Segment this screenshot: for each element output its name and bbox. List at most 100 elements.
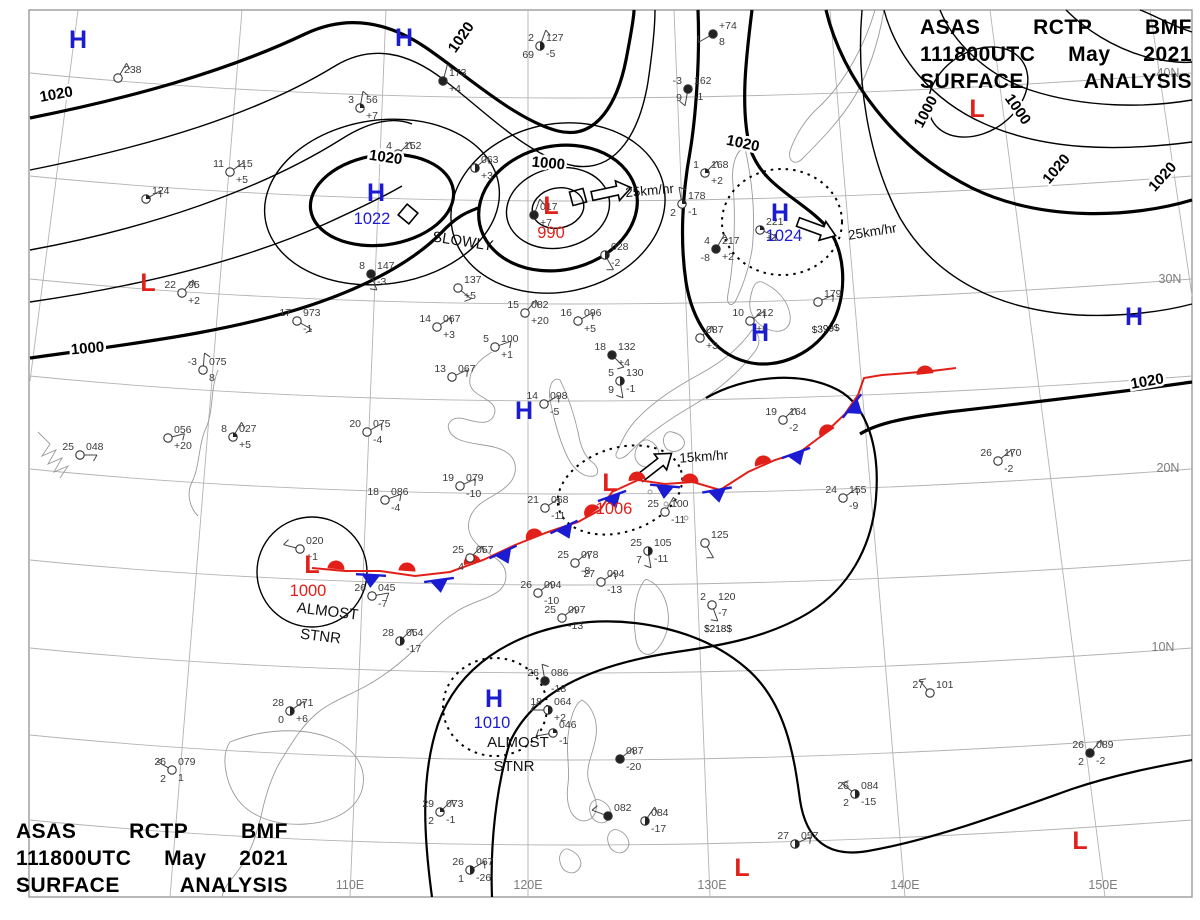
title-word: ASAS xyxy=(16,820,77,843)
wind-barb-tick-icon xyxy=(678,186,686,191)
station-value-bl: 2 xyxy=(670,207,676,219)
cloud-cover-icon xyxy=(453,283,463,293)
station-value-tl: 4 xyxy=(386,140,392,152)
wind-barb-icon xyxy=(388,493,402,500)
station-value-bl: 69 xyxy=(522,49,534,61)
wind-barb-tick-icon xyxy=(369,288,377,291)
front-symbol-warm xyxy=(398,562,416,572)
title-line-2: 111800UTC May 2021 xyxy=(920,41,1192,68)
cloud-cover-icon xyxy=(520,308,530,318)
wind-barb-icon xyxy=(527,299,537,311)
station-value-tl: 28 xyxy=(272,697,284,709)
cloud-cover-icon xyxy=(225,167,235,177)
pressure-center-high: H xyxy=(751,319,769,347)
latitude-longitude-grid xyxy=(29,9,1193,898)
wind-barb-tick-icon xyxy=(794,407,798,415)
wind-barb-tick-icon xyxy=(487,156,490,165)
wind-barb-tick-icon xyxy=(243,162,246,170)
station-plot: 1 168 +2 xyxy=(693,159,729,187)
cloud-cover-icon xyxy=(198,365,208,375)
pressure-center-high: H xyxy=(1125,303,1143,331)
station-value-tr: 045 xyxy=(378,582,396,594)
station-value-tl: 14 xyxy=(419,313,431,325)
annotation-text: SLOWLY xyxy=(431,228,494,254)
station-value-bl: 1 xyxy=(458,873,464,885)
wind-barb-tick-icon xyxy=(541,663,549,668)
front-symbol-warm xyxy=(916,365,934,375)
chart-title-top-right: ASAS RCTP BMF 111800UTC May 2021 SURFACE ANALYS… xyxy=(920,14,1192,95)
pressure-center-value: 1000 xyxy=(290,582,327,600)
latitude-label: 40N xyxy=(1157,66,1180,80)
station-plot: 063+3 xyxy=(470,154,499,182)
station-value-tr: 054 xyxy=(406,627,424,639)
cloud-cover-icon xyxy=(455,481,465,491)
movement-arrow xyxy=(795,216,837,242)
station-plot: 125 xyxy=(700,529,729,559)
station-plot: 18 064 +2 xyxy=(530,696,571,724)
cloud-cover-icon xyxy=(707,600,717,610)
station-value-tl: -3 xyxy=(188,356,197,368)
wind-barb-tick-icon xyxy=(241,422,246,429)
cloud-cover-icon xyxy=(490,342,500,352)
station-value-tr: 028 xyxy=(611,241,629,253)
station-plot: 26 094 -10 xyxy=(520,579,561,607)
station-value-tr: 057 xyxy=(801,830,819,842)
wind-barb-tick-icon xyxy=(385,592,390,600)
station-value-br: +5 xyxy=(239,439,251,451)
station-value-tl: 26 xyxy=(354,582,366,594)
station-value-tr: 094 xyxy=(544,579,562,591)
wind-barb-icon xyxy=(534,198,541,212)
pressure-center-letter: H xyxy=(1125,303,1143,331)
station-value-tr: 132 xyxy=(618,341,636,353)
station-plot: 084-17 xyxy=(640,806,669,835)
movement-annotations: SLOWLY 25km/hr 25km/hr 15km/hr ALMOST STNR ALM… xyxy=(296,181,898,775)
wind-barb-icon xyxy=(184,279,194,291)
station-value-br: -1 xyxy=(446,814,455,826)
pressure-center-letter: H xyxy=(367,179,385,207)
longitude-label: 130E xyxy=(697,878,726,892)
annotation-text: STNR xyxy=(494,758,535,775)
station-value-tl: 16 xyxy=(560,307,572,319)
wind-barb-tick-icon xyxy=(550,581,553,590)
station-plot: -3 162 -1 9 xyxy=(673,75,712,107)
station-value-tr: 071 xyxy=(296,697,314,709)
wind-barb-icon xyxy=(1000,449,1012,459)
wind-barb-icon xyxy=(119,63,127,75)
station-value-br: -8 xyxy=(581,565,590,577)
wind-barb-icon xyxy=(620,385,624,398)
station-plot: 13 067 xyxy=(434,363,476,382)
station-value-br: -2 xyxy=(611,257,620,269)
isobar-label: 1020 xyxy=(1039,151,1073,187)
front-symbol-warm xyxy=(628,471,646,482)
station-value-tl: 25 xyxy=(630,537,642,549)
station-value-tl: 26 xyxy=(154,756,166,768)
wind-barb-icon xyxy=(648,555,652,568)
wind-barb-tick-icon xyxy=(679,100,686,107)
wind-barb-icon xyxy=(547,395,559,403)
station-value-tl: 19 xyxy=(765,406,777,418)
marker-box xyxy=(397,203,419,225)
station-value-br: -1 xyxy=(303,323,312,335)
cloud-cover-icon xyxy=(570,558,580,568)
movement-arrow xyxy=(636,452,673,483)
graticule-labels: 40N 30N 20N 10N 110E 120E 130E 140E 150E xyxy=(336,66,1182,892)
pressure-center-value: 1024 xyxy=(766,227,803,245)
pressure-center-high: H xyxy=(515,397,533,425)
station-plot: 18 086 -4 xyxy=(367,486,408,514)
pressure-center-low: L xyxy=(1072,827,1087,855)
wind-barb-icon xyxy=(712,608,719,622)
wind-barb-tick-icon xyxy=(617,366,625,370)
station-value-tr: 046 xyxy=(559,719,577,731)
station-value-br: +2 xyxy=(722,251,734,263)
station-plot: 8 147 -3 xyxy=(359,260,395,291)
station-plot: 28 071 +6 0 xyxy=(272,697,313,726)
station-plot: 27 094 -13 xyxy=(583,568,624,596)
wind-barb-icon xyxy=(498,340,512,347)
cloud-cover-icon xyxy=(573,316,583,326)
wind-barb-icon xyxy=(581,312,593,320)
wind-barb-tick-icon xyxy=(530,703,535,711)
annotation-text: $218$ xyxy=(704,624,732,635)
station-plot: 29 073 -1 2 xyxy=(422,798,463,827)
